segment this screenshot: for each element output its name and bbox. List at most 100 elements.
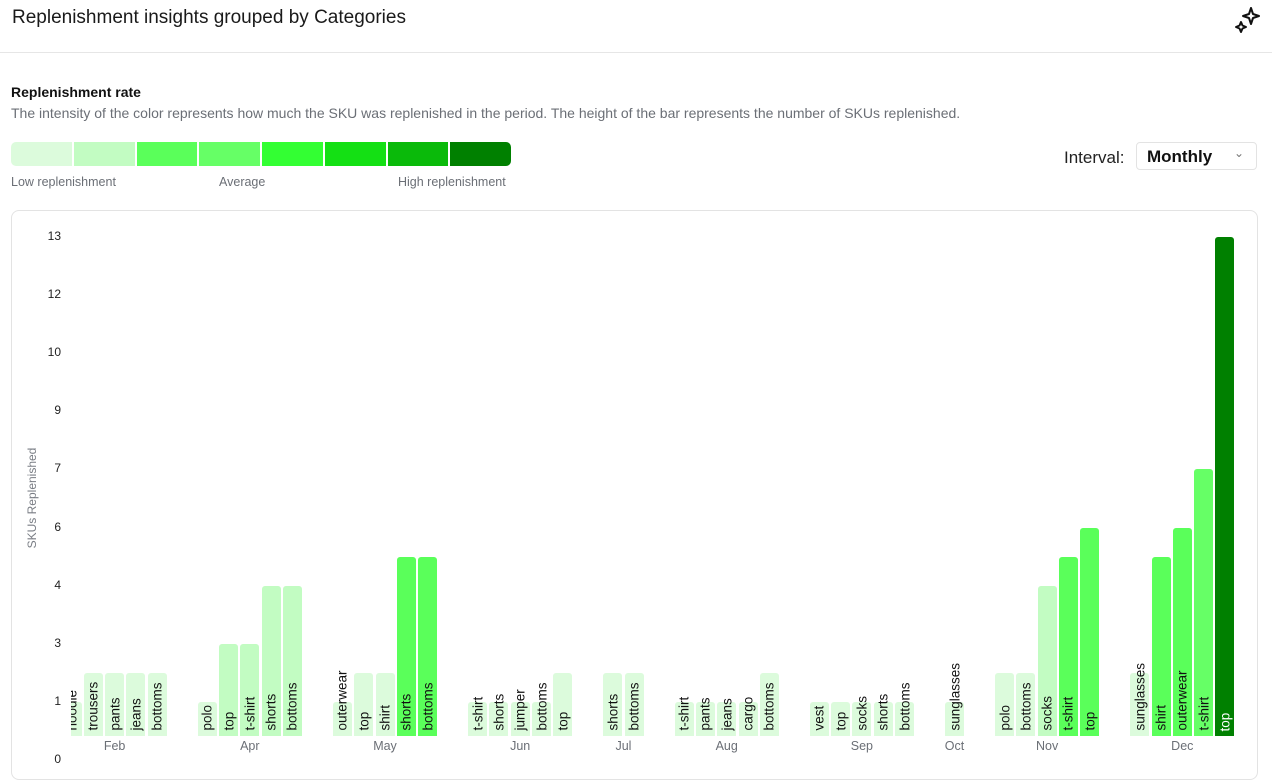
bar-label: hoodie bbox=[71, 690, 80, 731]
x-tick-label: Feb bbox=[103, 739, 126, 753]
x-tick-label: Oct bbox=[944, 739, 965, 753]
bar-label: shirt bbox=[377, 705, 393, 731]
bar-feb-bottoms[interactable]: bottoms bbox=[147, 672, 167, 736]
bar-dec-top[interactable]: top bbox=[1215, 237, 1235, 736]
bar-aug-t-shirt[interactable]: t-shirt bbox=[674, 697, 694, 736]
bar-label: bottoms bbox=[534, 682, 549, 731]
bar-sep-vest[interactable]: vest bbox=[809, 701, 829, 736]
y-tick-label: 7 bbox=[54, 461, 61, 476]
bar-label: outerwear bbox=[1174, 670, 1190, 731]
bar-label: top bbox=[555, 712, 571, 731]
y-tick-label: 13 bbox=[47, 229, 61, 243]
x-tick-label: Sep bbox=[850, 739, 874, 753]
interval-value: Monthly bbox=[1147, 147, 1213, 166]
bar-feb-pants[interactable]: pants bbox=[105, 672, 125, 736]
bar-feb-hoodie[interactable]: hoodie bbox=[71, 690, 82, 736]
bar-nov-top[interactable]: top bbox=[1080, 527, 1100, 736]
bar-may-shirt[interactable]: shirt bbox=[375, 672, 395, 736]
bar-label: t-shirt bbox=[1060, 697, 1076, 731]
bar-label: pants bbox=[697, 697, 713, 731]
bar-label: top bbox=[1217, 712, 1233, 731]
x-tick-label: Aug bbox=[715, 739, 738, 753]
bar-label: polo bbox=[199, 705, 215, 731]
bar-label: t-shirt bbox=[676, 697, 692, 731]
bar-sep-bottoms[interactable]: bottoms bbox=[895, 683, 914, 736]
bar-label: outerwear bbox=[334, 670, 350, 731]
bar-nov-polo[interactable]: polo bbox=[995, 672, 1014, 736]
x-tick-label: Apr bbox=[240, 739, 260, 753]
legend-swatch bbox=[199, 142, 262, 166]
bar-jun-shorts[interactable]: shorts bbox=[489, 694, 509, 736]
y-tick-label: 6 bbox=[54, 519, 61, 534]
bar-sep-socks[interactable]: socks bbox=[852, 696, 872, 736]
bar-aug-pants[interactable]: pants bbox=[695, 698, 715, 736]
bar-oct-sunglasses[interactable]: sunglasses bbox=[945, 663, 964, 736]
y-tick-label: 0 bbox=[54, 752, 61, 766]
x-tick-label: May bbox=[373, 739, 397, 753]
color-legend bbox=[11, 142, 511, 166]
bar-may-outerwear[interactable]: outerwear bbox=[332, 671, 352, 736]
bar-label: jeans bbox=[719, 698, 735, 731]
bar-apr-t-shirt[interactable]: t-shirt bbox=[240, 643, 260, 736]
bar-may-top[interactable]: top bbox=[354, 672, 374, 736]
bar-nov-bottoms[interactable]: bottoms bbox=[1016, 672, 1036, 736]
bar-sep-top[interactable]: top bbox=[831, 701, 851, 736]
bar-label: bottoms bbox=[626, 682, 642, 731]
page-title: Replenishment insights grouped by Catego… bbox=[12, 7, 406, 28]
bar-feb-jeans[interactable]: jeans bbox=[126, 672, 146, 736]
bar-label: shorts bbox=[491, 694, 507, 731]
x-tick-label: Dec bbox=[1171, 739, 1194, 753]
bar-nov-socks[interactable]: socks bbox=[1037, 585, 1057, 736]
bar-label: bottoms bbox=[284, 682, 300, 731]
bar-may-shorts[interactable]: shorts bbox=[396, 556, 416, 736]
bar-aug-jeans[interactable]: jeans bbox=[717, 698, 737, 736]
bar-label: top bbox=[1082, 712, 1098, 731]
bar-label: jumper bbox=[512, 689, 528, 731]
bar-jun-jumper[interactable]: jumper bbox=[510, 690, 530, 736]
bar-dec-shirt[interactable]: shirt bbox=[1151, 556, 1171, 736]
bar-label: sunglasses bbox=[947, 663, 962, 731]
bar-sep-shorts[interactable]: shorts bbox=[873, 694, 893, 736]
bar-jun-bottoms[interactable]: bottoms bbox=[532, 683, 551, 736]
bar-label: shorts bbox=[263, 694, 279, 731]
bar-apr-bottoms[interactable]: bottoms bbox=[282, 585, 302, 736]
bar-aug-cargo[interactable]: cargo bbox=[738, 697, 758, 736]
legend-high-label: High replenishment bbox=[398, 175, 506, 189]
bar-label: sunglasses bbox=[1132, 663, 1148, 731]
bar-nov-t-shirt[interactable]: t-shirt bbox=[1058, 556, 1078, 736]
section-description: The intensity of the color represents ho… bbox=[11, 105, 961, 121]
bar-label: bottoms bbox=[761, 682, 777, 731]
bar-label: bottoms bbox=[149, 682, 165, 731]
bar-aug-bottoms[interactable]: bottoms bbox=[759, 672, 779, 736]
bar-dec-outerwear[interactable]: outerwear bbox=[1172, 527, 1192, 736]
header-divider bbox=[0, 52, 1272, 53]
bar-label: socks bbox=[1039, 696, 1055, 731]
y-tick-label: 12 bbox=[47, 287, 61, 302]
bar-label: shorts bbox=[398, 694, 414, 731]
bar-jun-top[interactable]: top bbox=[553, 672, 573, 736]
bar-dec-t-shirt[interactable]: t-shirt bbox=[1194, 469, 1214, 736]
bar-label: bottoms bbox=[897, 682, 912, 731]
bar-jul-shorts[interactable]: shorts bbox=[603, 672, 623, 736]
bar-apr-polo[interactable]: polo bbox=[197, 701, 217, 736]
bar-jul-bottoms[interactable]: bottoms bbox=[624, 672, 644, 736]
bar-apr-shorts[interactable]: shorts bbox=[261, 585, 281, 736]
bar-label: bottoms bbox=[420, 682, 436, 731]
bar-label: top bbox=[221, 712, 236, 731]
x-tick-label: Jun bbox=[510, 739, 531, 753]
sparkle-icon[interactable] bbox=[1232, 4, 1262, 34]
y-tick-label: 10 bbox=[47, 345, 61, 360]
legend-swatch bbox=[324, 142, 388, 166]
bar-feb-trousers[interactable]: trousers bbox=[83, 672, 103, 736]
bar-may-bottoms[interactable]: bottoms bbox=[418, 556, 438, 736]
legend-swatch bbox=[73, 142, 137, 166]
legend-swatch bbox=[11, 142, 74, 166]
bar-label: trousers bbox=[85, 682, 101, 731]
bar-label: shirt bbox=[1153, 705, 1169, 731]
bar-apr-top[interactable]: top bbox=[219, 643, 238, 736]
bar-label: pants bbox=[107, 697, 123, 731]
bar-label: top bbox=[356, 712, 372, 731]
interval-dropdown[interactable]: Monthly ⌄ bbox=[1136, 142, 1257, 170]
bar-dec-sunglasses[interactable]: sunglasses bbox=[1130, 663, 1150, 736]
bar-jun-t-shirt[interactable]: t-shirt bbox=[468, 697, 488, 736]
